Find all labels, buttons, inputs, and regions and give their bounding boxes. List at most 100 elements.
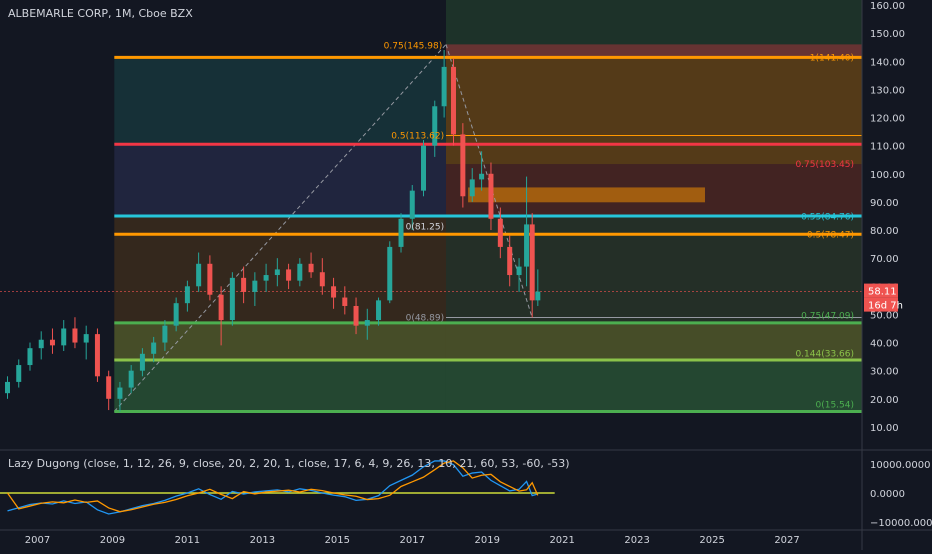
candle-body-44 — [488, 173, 494, 219]
price-tick-15: 10.00 — [870, 423, 899, 434]
candle-body-48 — [524, 224, 530, 267]
candle-body-14 — [162, 325, 168, 343]
fib-upper-label-1: 0.5(113.62) — [391, 131, 444, 141]
zone-right-lime — [445, 322, 862, 360]
price-tick-8: 80.00 — [870, 226, 899, 237]
price-tick-7: 90.00 — [870, 198, 899, 209]
time-axis: 2007 2009 2011 2013 2015 2017 2019 2021 2023 2025… — [0, 529, 932, 546]
candle-body-32 — [364, 320, 370, 326]
candle-body-25 — [286, 269, 292, 281]
fib-zones — [114, 0, 862, 412]
candle-body-1 — [16, 365, 22, 382]
time-tick-5: 2017 — [400, 535, 425, 546]
zone-lime — [114, 322, 446, 360]
zone-right-green2 — [445, 359, 862, 412]
candle-body-33 — [376, 300, 382, 321]
price-tick-0: 160.00 — [870, 1, 905, 12]
zone-right-orange — [445, 57, 862, 165]
candle-body-47 — [516, 266, 522, 276]
time-tick-1: 2009 — [100, 535, 125, 546]
trend-line-up — [113, 44, 447, 412]
fib-lower-label-0: 0.75(47.09) — [801, 312, 854, 322]
zone-mid-orange — [114, 215, 446, 323]
resistance-box — [468, 187, 705, 203]
price-axis: 160.00 150.00 140.00 130.00 120.00 110.00 100.… — [861, 0, 905, 550]
price-tick-6: 100.00 — [870, 170, 905, 181]
candle-body-15 — [173, 303, 179, 326]
price-tick-3: 130.00 — [870, 85, 905, 96]
candle-body-13 — [151, 342, 157, 354]
candle-body-30 — [342, 297, 348, 306]
candle-body-50 — [535, 291, 541, 301]
fib-lower-label-2: 0(15.54) — [815, 400, 854, 410]
candle-body-19 — [218, 294, 224, 321]
chart-title: ALBEMARLE CORP, 1M, Cboe BZX — [8, 7, 193, 20]
candle-body-6 — [72, 328, 78, 343]
price-tick-9: 70.00 — [870, 254, 899, 265]
candle-body-3 — [38, 339, 44, 349]
candles — [4, 50, 541, 412]
zone-upper-blue — [114, 144, 446, 216]
price-tick-13: 30.00 — [870, 367, 899, 378]
fib-upper-label-0: 1(141.40) — [810, 53, 854, 63]
indicator-title: Lazy Dugong (close, 1, 12, 26, 9, close,… — [8, 457, 570, 470]
price-tick-5: 110.00 — [870, 142, 905, 153]
price-tick-12: 40.00 — [870, 339, 899, 350]
candle-body-12 — [139, 353, 145, 371]
countdown-badge-text: 16d 7h — [868, 301, 903, 312]
fib-lower-label-1: 0.144(33.66) — [795, 349, 854, 359]
candle-body-41 — [460, 134, 466, 197]
candle-body-24 — [274, 269, 280, 276]
price-tick-11: 50.00 — [870, 310, 899, 321]
candle-body-29 — [331, 286, 337, 298]
candle-body-10 — [117, 387, 123, 399]
candle-body-49 — [529, 224, 535, 301]
time-tick-0: 2007 — [25, 535, 50, 546]
zone-right-red — [445, 44, 862, 58]
candle-body-17 — [196, 263, 202, 287]
price-tick-14: 20.00 — [870, 395, 899, 406]
zone-right-top — [445, 0, 862, 58]
candle-body-46 — [507, 246, 513, 276]
time-tick-7: 2021 — [549, 535, 574, 546]
fib-upper-label-2: 0.75(103.45) — [795, 160, 854, 170]
candle-body-34 — [387, 246, 393, 301]
fib-upper-label-4: 0.5(78.47) — [807, 230, 854, 240]
candle-body-26 — [297, 263, 303, 281]
candle-body-28 — [319, 272, 325, 287]
candle-body-11 — [128, 370, 134, 388]
zone-green — [114, 359, 446, 412]
fib-labels: 0.75(145.98) 1(141.40) 0.5(113.62) 0.75(103… — [384, 41, 854, 410]
candle-body-31 — [353, 305, 359, 326]
time-tick-4: 2015 — [325, 535, 350, 546]
candle-body-0 — [4, 381, 10, 394]
time-tick-2: 2011 — [175, 535, 200, 546]
indicator-tick-0: 10000.0000 — [870, 460, 930, 471]
time-tick-8: 2023 — [624, 535, 649, 546]
candle-body-42 — [469, 179, 475, 197]
price-tick-1: 150.00 — [870, 29, 905, 40]
price-tick-4: 120.00 — [870, 114, 905, 125]
candle-body-18 — [207, 263, 213, 295]
zone-upper-green — [114, 57, 446, 145]
indicator-signal-line — [6, 460, 539, 513]
fib-upper-label-6: 0(48.89) — [406, 314, 445, 324]
candle-body-8 — [94, 334, 100, 377]
candle-body-35 — [398, 218, 404, 247]
countdown-badge-bg — [864, 297, 898, 312]
candle-body-39 — [441, 66, 447, 107]
candle-body-21 — [241, 277, 247, 292]
candle-body-43 — [479, 173, 485, 180]
candle-body-16 — [184, 286, 190, 304]
candle-body-23 — [263, 275, 269, 281]
candle-body-2 — [27, 348, 33, 366]
price-badge-bg — [864, 283, 898, 298]
candle-body-40 — [450, 66, 456, 135]
price-tick-2: 140.00 — [870, 57, 905, 68]
time-tick-10: 2027 — [774, 535, 799, 546]
indicator-pane: 10000.0000 0.0000 −10000.0000 — [0, 460, 932, 529]
fib-upper-label-5: 0(81.25) — [406, 223, 445, 233]
time-tick-6: 2019 — [474, 535, 499, 546]
